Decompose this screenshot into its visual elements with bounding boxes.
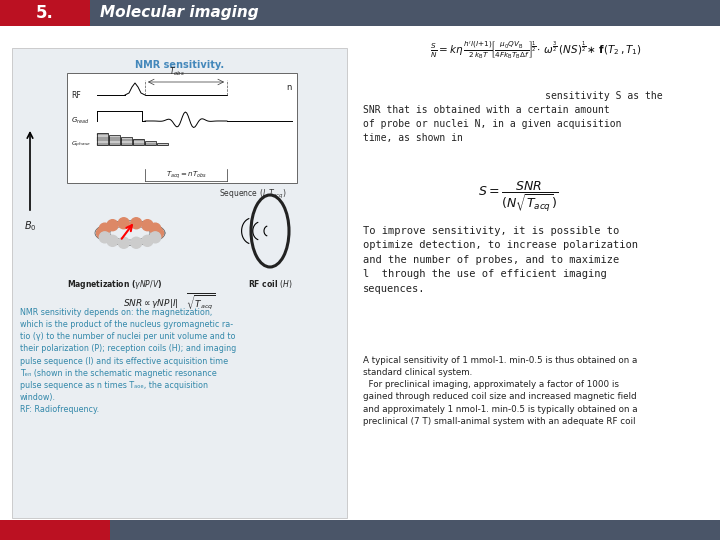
Text: $T_{acq} = nT_{obs}$: $T_{acq} = nT_{obs}$ xyxy=(166,169,207,181)
Bar xyxy=(133,139,144,145)
Text: n: n xyxy=(287,83,292,91)
Text: sensitivity S as the
SNR that is obtained with a certain amount
of probe or nucl: sensitivity S as the SNR that is obtaine… xyxy=(363,91,662,143)
Bar xyxy=(109,135,120,145)
Text: NMR sensitivity depends on: the magnetization,
which is the product of the nucle: NMR sensitivity depends on: the magnetiz… xyxy=(20,308,236,414)
Circle shape xyxy=(107,235,118,246)
Circle shape xyxy=(96,227,107,239)
Circle shape xyxy=(150,223,161,234)
Circle shape xyxy=(107,220,118,231)
Text: Magnetization ($\gamma NP/V$): Magnetization ($\gamma NP/V$) xyxy=(68,278,163,291)
Bar xyxy=(67,73,297,183)
Bar xyxy=(0,520,110,540)
Bar xyxy=(145,141,156,145)
Circle shape xyxy=(142,235,153,246)
Bar xyxy=(0,0,90,26)
Text: $SNR \propto \gamma NP|I| \quad \overline{\sqrt{T_{acq}}}$: $SNR \propto \gamma NP|I| \quad \overlin… xyxy=(123,292,215,313)
Text: $\frac{S}{N} = k\eta\,\frac{h^{\prime}l(l{+}1)}{2\,k_{\rm B}T}\!\left[\frac{\mu_: $\frac{S}{N} = k\eta\,\frac{h^{\prime}l(… xyxy=(430,39,642,60)
Bar xyxy=(12,48,347,518)
Text: $B_0$: $B_0$ xyxy=(24,219,36,233)
Circle shape xyxy=(99,232,110,243)
Circle shape xyxy=(153,227,163,239)
Text: Sequence $(l, T_{acq})$: Sequence $(l, T_{acq})$ xyxy=(219,188,287,201)
Text: $G_{read}$: $G_{read}$ xyxy=(71,116,89,126)
Bar xyxy=(157,143,168,145)
Text: NMR sensitivity.: NMR sensitivity. xyxy=(135,60,224,70)
Text: Molecular imaging: Molecular imaging xyxy=(100,5,258,21)
Bar xyxy=(0,0,720,26)
Bar xyxy=(97,133,108,145)
Circle shape xyxy=(118,237,130,248)
Text: $S = \dfrac{SNR}{(N\sqrt{T_{acq}})}$: $S = \dfrac{SNR}{(N\sqrt{T_{acq}})}$ xyxy=(477,179,558,214)
Circle shape xyxy=(131,218,142,229)
Circle shape xyxy=(142,220,153,231)
Bar xyxy=(110,520,720,540)
Bar xyxy=(121,137,132,145)
Text: $T_{obs}$: $T_{obs}$ xyxy=(169,65,185,78)
Text: 5.: 5. xyxy=(36,4,54,22)
Text: A typical sensitivity of 1 mmol-1. min-0.5 is thus obtained on a
standard clinic: A typical sensitivity of 1 mmol-1. min-0… xyxy=(363,356,638,426)
Circle shape xyxy=(99,223,110,234)
Circle shape xyxy=(131,237,142,248)
Text: To improve sensitivity, it is possible to
optimize detection, to increase polari: To improve sensitivity, it is possible t… xyxy=(363,226,638,294)
Circle shape xyxy=(118,218,130,229)
Circle shape xyxy=(150,232,161,243)
Text: RF coil $(H)$: RF coil $(H)$ xyxy=(248,278,292,290)
Text: $G_{phase}$: $G_{phase}$ xyxy=(71,140,91,150)
Text: RF: RF xyxy=(71,91,81,99)
